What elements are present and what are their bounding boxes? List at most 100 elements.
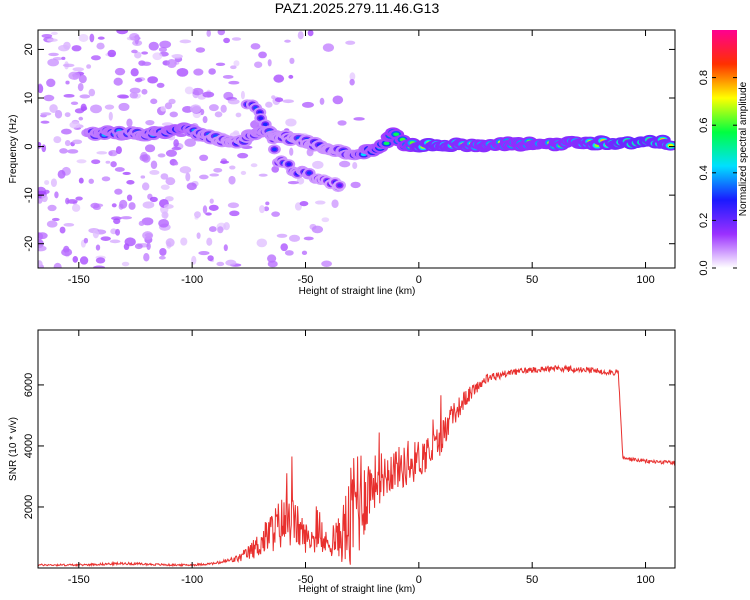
spectrogram-cell: [196, 232, 201, 239]
spectrogram-cell: [131, 49, 138, 54]
spectrogram-cell: [208, 204, 219, 211]
spectrogram-cell: [289, 57, 295, 65]
spectrogram-cell: [301, 101, 314, 108]
spectrogram-cell: [43, 94, 55, 102]
spectrogram-cell: [267, 254, 277, 263]
snr-ticks: -150 -100 -50 0 50 100 2000 4000 6000: [23, 330, 675, 586]
spectrogram-cell: [337, 183, 343, 188]
spectrogram-cell: [113, 218, 121, 225]
spectrogram-cell: [97, 36, 105, 40]
spectrogram-cell: [332, 95, 344, 105]
spectrogram-background: [38, 30, 675, 268]
spectrogram-cell: [71, 45, 82, 52]
spectrogram-cell: [217, 226, 224, 234]
spectrogram-cell: [119, 199, 128, 209]
snr-xlabel: Height of straight line (km): [299, 584, 416, 595]
spectrogram-cell: [158, 46, 168, 52]
spectrogram-cell: [250, 43, 261, 50]
spectrogram-cell: [311, 225, 324, 234]
spectrogram-cell: [67, 149, 79, 154]
spectrogram-cell: [100, 236, 111, 241]
spectrogram-cell: [54, 110, 63, 119]
spectrogram-cell: [176, 68, 189, 77]
spectrogram-cell: [159, 247, 167, 256]
spectrogram-cell: [61, 128, 72, 135]
spectrogram-cell: [161, 211, 169, 219]
spectrogram-cell: [51, 217, 60, 222]
spectrogram-cell: [64, 112, 71, 118]
spectrogram-cell: [185, 172, 191, 182]
snr-ylabel: SNR (10 * v/v): [8, 417, 19, 481]
snr-x-tick-label: -150: [68, 574, 90, 586]
spectrogram-cell: [176, 133, 187, 138]
colorbar-tick-label: 0.6: [698, 118, 710, 133]
spectrogram-cell: [76, 159, 87, 164]
spectrogram-cell: [107, 49, 117, 58]
spectrogram-cell: [63, 222, 75, 227]
colorbar-label: Normalized spectral amplitude: [738, 81, 749, 216]
spectrogram-cell: [303, 236, 314, 241]
spectrogram-cell: [115, 146, 122, 155]
spectrogram-cell: [126, 194, 133, 202]
spectrogram-cell: [89, 33, 95, 43]
spectrogram-cell: [145, 119, 155, 126]
spectrogram-cell: [150, 160, 158, 170]
spectrogram-cell: [141, 182, 150, 191]
spectrogram-cell: [321, 260, 333, 268]
spectrogram-cell: [95, 244, 101, 251]
spectrogram-cell: [90, 55, 101, 61]
spectrogram-cell: [288, 234, 301, 242]
spectrogram-cell: [134, 51, 142, 59]
snr-y-tick-label: 6000: [23, 373, 35, 397]
spectrogram-cell: [254, 61, 263, 68]
spectrogram-cell: [114, 188, 123, 195]
colorbar-ticks: 0.0 0.2 0.4 0.6 0.8: [698, 70, 737, 276]
spectrogram-cell: [68, 71, 81, 80]
spectrogram-cell: [38, 260, 43, 268]
spectrogram-cell: [140, 175, 146, 179]
spectrogram-cell: [70, 101, 79, 106]
spectrogram-cell: [307, 30, 314, 37]
spectrogram-cell: [262, 122, 268, 127]
spectrogram-cell: [280, 243, 288, 252]
spectrogram-cell: [289, 147, 294, 156]
spectrogram-cell: [265, 101, 273, 108]
spectrogram-cell: [78, 177, 84, 184]
spectrogram-cell: [222, 74, 234, 79]
snr-y-tick-label: 4000: [23, 434, 35, 458]
spectrogram-cell: [352, 162, 358, 170]
colorbar: 0.0 0.2 0.4 0.6 0.8 Normalized spectral ampl…: [698, 30, 749, 276]
spectrogram-cell: [54, 191, 59, 199]
spectrogram-cell: [138, 220, 145, 227]
spectrogram-cell: [96, 42, 105, 50]
spectrogram-cell: [171, 54, 182, 58]
spectrogram-cell: [223, 222, 230, 231]
spectrogram-cell: [256, 238, 268, 248]
snr-series-line: [38, 364, 675, 568]
spectrogram-cell: [141, 88, 148, 95]
spectrogram-cell: [141, 51, 149, 55]
spectrogram-cell: [349, 78, 355, 86]
spectrogram-cell: [108, 111, 113, 121]
spectrogram-cell: [258, 173, 268, 177]
spectrogram-cell: [78, 33, 89, 42]
spectrogram-cell: [223, 244, 228, 252]
spectrogram-cell: [129, 92, 139, 99]
spectrogram-cell: [64, 139, 71, 147]
spectrogram-cell: [180, 237, 188, 246]
spectrogram-cell: [227, 202, 240, 209]
spectrogram-cell: [301, 250, 308, 256]
spectrogram-cell: [284, 250, 294, 256]
spectrogram-xlabel: Height of straight line (km): [299, 286, 416, 297]
snr-x-tick-label: -50: [298, 574, 314, 586]
spectrogram-cell: [230, 65, 237, 70]
spectrogram-cell: [331, 199, 339, 209]
spectrogram-cell: [199, 174, 209, 180]
spectrogram-cell: [40, 120, 50, 124]
spectrogram-cell: [110, 161, 117, 168]
spectrogram-cell: [69, 121, 81, 129]
spectrogram-cell: [129, 87, 141, 94]
spectrogram-x-tick-label: -50: [298, 274, 314, 286]
spectrogram-cell: [250, 163, 258, 168]
spectrogram-cell: [272, 147, 277, 152]
